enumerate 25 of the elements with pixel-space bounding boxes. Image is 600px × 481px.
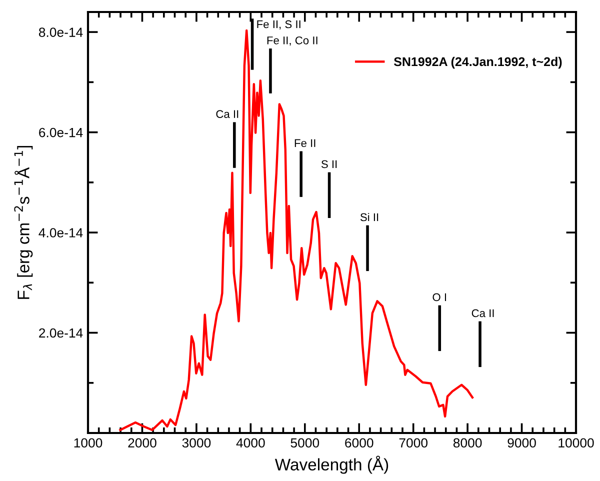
- ref-line-label: Ca II: [216, 110, 238, 118]
- x-tick-label: 1000: [74, 438, 102, 448]
- x-tick-label: 6000: [345, 438, 374, 448]
- y-tick-label: 2.0e-14: [39, 328, 83, 338]
- x-tick-label: 7000: [399, 438, 428, 448]
- ref-line-label: S II: [321, 160, 337, 168]
- ref-line-label: Fe II, Co II: [267, 36, 318, 46]
- x-tick-label: 9000: [508, 438, 536, 448]
- y-tick-label: 6.0e-14: [39, 128, 83, 138]
- ref-line-label: Fe II, S II: [257, 20, 300, 30]
- text: F$_{λ}$ [erg cm$^{−2}$s$^{−1}$Å$^{−1}$]: [14, 146, 33, 299]
- ref-line-label: Si II: [360, 212, 378, 222]
- x-tick-label: 10000: [558, 438, 594, 448]
- x-axis-title: Wavelength (Å): [274, 456, 388, 474]
- ref-line-label: Ca II: [472, 309, 494, 318]
- x-tick-label: 5000: [290, 438, 320, 448]
- x-tick-label: 3000: [182, 438, 211, 448]
- ref-line-label: O I: [432, 293, 446, 302]
- x-tick-label: 4000: [236, 438, 265, 448]
- ref-line-label: Fe II: [294, 139, 316, 148]
- y-tick-label: 4.0e-14: [38, 228, 83, 238]
- y-tick-label: 8.0e-14: [38, 28, 83, 37]
- x-tick-label: 8000: [453, 438, 482, 448]
- x-tick-label: 2000: [128, 438, 156, 448]
- legend-label: SN1992A (24.Jan.1992, t~2d): [394, 56, 562, 69]
